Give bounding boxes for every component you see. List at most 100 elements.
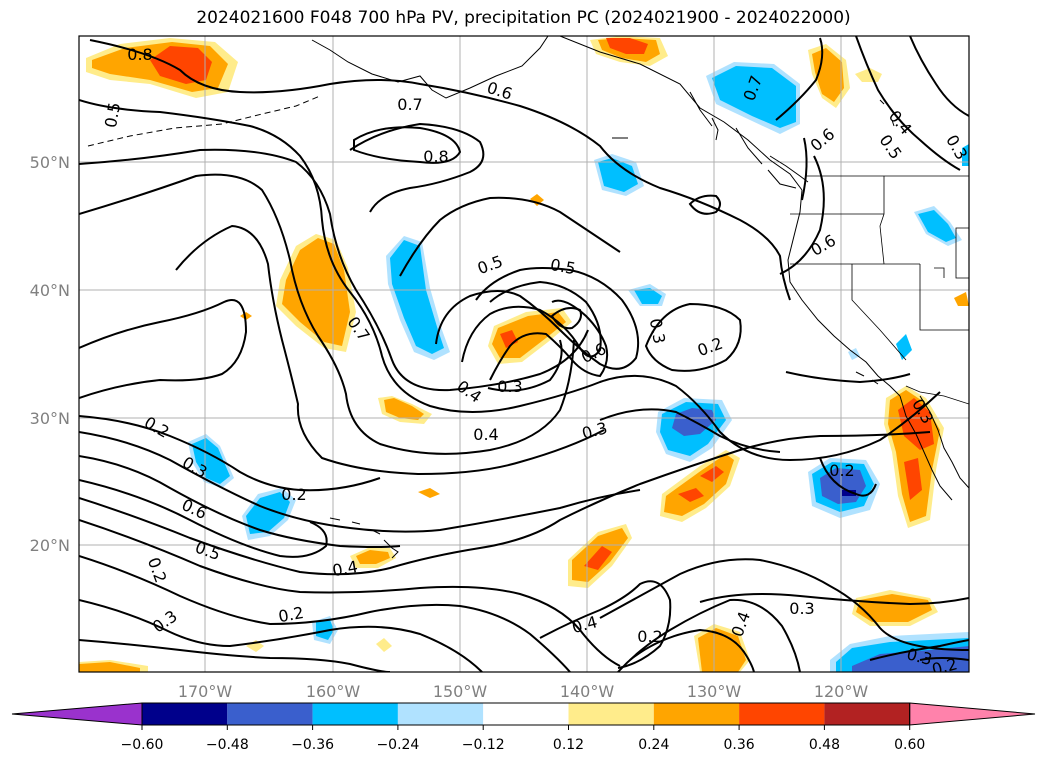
colorbar: −0.60 −0.48 −0.36 −0.24 −0.12 0.12 0.24 … — [11, 702, 1036, 753]
precip-area-south-mid-core — [698, 628, 746, 672]
pv-contour — [699, 593, 969, 606]
precip-neg-mexico-w-min — [842, 490, 856, 496]
colorbar-segment — [653, 703, 740, 725]
border-id-wa — [879, 176, 885, 265]
contour-label: 0.2 — [637, 627, 662, 646]
pv-contour — [617, 598, 801, 672]
contour-label: 0.2 — [277, 603, 305, 626]
pv-contour — [79, 555, 571, 672]
lat-label-30n: 30°N — [30, 409, 70, 428]
precip-neg-small-1-core — [634, 288, 662, 304]
precip-neg-bc-coast-core — [712, 66, 796, 128]
pv-contour — [79, 173, 575, 455]
border-box-2 — [934, 267, 945, 278]
pv-contour — [79, 99, 941, 462]
pv-contour — [779, 155, 825, 275]
lon-label-150w: 150°W — [433, 682, 488, 701]
colorbar-segment — [142, 703, 228, 725]
coastline-alaska — [311, 36, 549, 99]
coastline-ak-panhandle — [559, 36, 803, 191]
precip-area-south-e-core — [856, 594, 932, 622]
lat-label-40n: 40°N — [30, 281, 70, 300]
border-box-1 — [955, 227, 969, 279]
colorbar-segment — [397, 703, 484, 725]
contour-labels: 0.8 0.5 0.7 0.6 0.8 0.7 0.6 0.4 0.5 0.3 … — [101, 45, 969, 672]
precip-area-gulf-ak-peak — [606, 38, 648, 54]
contour-label: 0.7 — [397, 95, 422, 114]
colorbar-segment — [739, 703, 825, 725]
lon-label-130w: 130°W — [687, 682, 742, 701]
pv-contour — [688, 194, 721, 215]
pv-contour — [599, 408, 781, 453]
pv-contour — [353, 126, 462, 164]
border-ca-nv — [851, 264, 907, 361]
precip-area-strip-1-core — [384, 398, 424, 420]
pv-contour — [349, 122, 485, 213]
pv-contour — [785, 371, 911, 384]
colorbar-tick-label: 0.24 — [638, 737, 669, 753]
lon-label-170w: 170°W — [178, 682, 233, 701]
contour-label: 0.3 — [497, 377, 522, 396]
contour-label: 0.2 — [829, 461, 854, 480]
contour-label: 0.8 — [423, 147, 448, 166]
precip-area-nw-peak — [150, 46, 212, 84]
lon-label-120w: 120°W — [814, 682, 869, 701]
lat-label-20n: 20°N — [30, 536, 70, 555]
precip-area-baja-peak — [898, 398, 934, 450]
precip-area-small-3 — [418, 488, 440, 498]
pv-contour — [855, 36, 961, 171]
island-2 — [879, 99, 895, 127]
map-content: 0.8 0.5 0.7 0.6 0.8 0.7 0.6 0.4 0.5 0.3 … — [79, 36, 969, 672]
pv-contour — [869, 639, 969, 661]
pv-contour — [79, 639, 391, 672]
coastline-vancouver-isl — [769, 155, 809, 183]
colorbar-arrow-left — [11, 702, 143, 726]
map-title: 2024021600 F048 700 hPa PV, precipitatio… — [196, 8, 851, 28]
colorbar-tick-label: −0.24 — [376, 737, 419, 753]
pv-contour — [919, 657, 969, 661]
contour-label: 0.3 — [646, 317, 669, 345]
latitude-labels: 50°N 40°N 30°N 20°N — [30, 153, 70, 555]
colorbar-frame — [141, 702, 911, 726]
precip-neg-pac-ne-core — [598, 158, 638, 192]
colorbar-segment — [568, 703, 654, 725]
coastline-baja — [899, 395, 953, 501]
contour-label: 0.5 — [549, 255, 577, 278]
contour-label: 0.4 — [473, 425, 498, 444]
precip-area-baja-peak2 — [904, 458, 922, 500]
contour-label: 0.8 — [127, 45, 152, 64]
pv-contour — [489, 299, 609, 381]
coastline-haida-gwaii — [711, 117, 719, 141]
pv-contour — [629, 628, 755, 672]
colorbar-segment — [824, 703, 910, 725]
colorbar-tick-label: −0.36 — [291, 737, 334, 753]
pv-contour — [79, 431, 641, 533]
pv-contour — [775, 37, 824, 121]
lon-label-160w: 160°W — [306, 682, 361, 701]
precip-area-dot-3 — [376, 638, 392, 652]
precip-area-south-w-core — [79, 662, 140, 672]
coastline-us-west — [787, 189, 901, 397]
contour-label: 0.5 — [101, 101, 124, 129]
colorbar-tick-label: 0.60 — [894, 737, 925, 753]
precip-area-dot-1 — [240, 312, 252, 320]
longitude-labels: 170°W 160°W 150°W 140°W 130°W 120°W — [178, 682, 869, 701]
pv-contour — [435, 267, 640, 370]
colorbar-tick-label: 0.12 — [553, 737, 584, 753]
pv-contour — [801, 137, 808, 201]
coastlines — [87, 36, 969, 559]
contour-label: 0.4 — [331, 557, 359, 580]
pv-contour — [79, 431, 931, 576]
colorbar-segment — [227, 703, 313, 725]
island-hawaii — [329, 517, 399, 559]
pv-contour — [599, 558, 969, 651]
precip-area-dot-4 — [954, 292, 969, 306]
colorbar-segment — [312, 703, 398, 725]
precip-area-small-1 — [855, 68, 882, 82]
pv-contour — [644, 302, 742, 372]
pv-contour — [909, 36, 969, 117]
precip-area-bc-core — [812, 48, 844, 102]
pv-contour — [79, 519, 621, 667]
contour-label: 0.3 — [789, 599, 814, 618]
